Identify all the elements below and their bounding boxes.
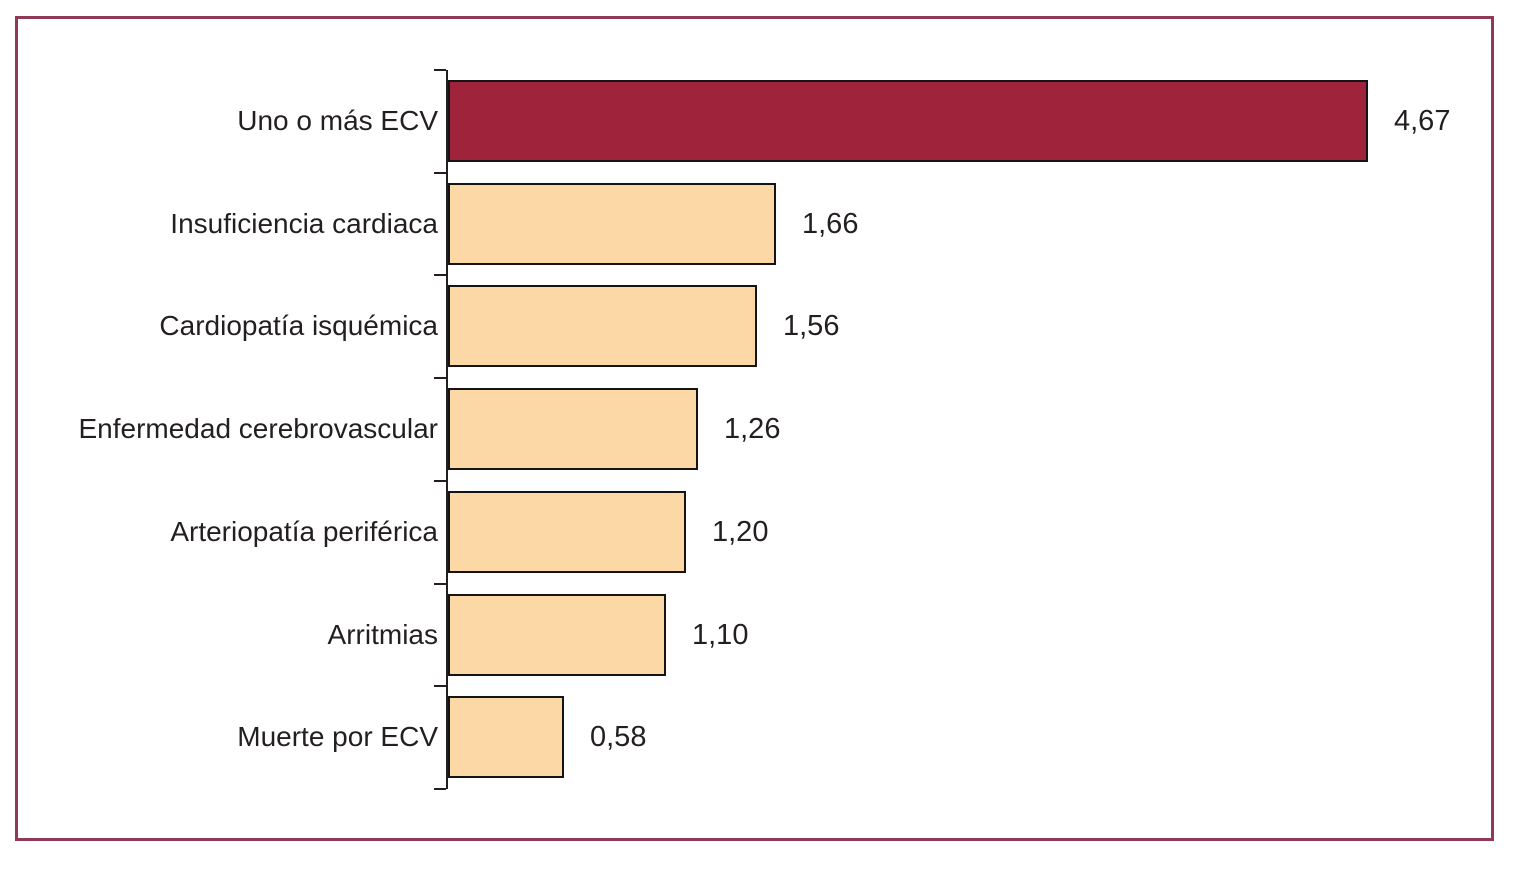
category-label: Insuficiencia cardiaca xyxy=(170,208,438,239)
value-label: 1,56 xyxy=(783,309,840,342)
bar xyxy=(448,80,1368,162)
bar xyxy=(448,491,686,573)
value-label: 1,66 xyxy=(802,207,859,240)
y-axis-line xyxy=(446,70,448,789)
y-axis-tick xyxy=(434,480,446,482)
bar xyxy=(448,285,757,367)
y-axis-tick xyxy=(434,274,446,276)
category-label: Enfermedad cerebrovascular xyxy=(78,413,438,444)
category-label: Cardiopatía isquémica xyxy=(159,310,438,341)
y-axis-tick xyxy=(434,583,446,585)
value-label: 0,58 xyxy=(590,720,647,753)
bar xyxy=(448,183,776,265)
y-axis-tick xyxy=(434,69,446,71)
value-label: 1,10 xyxy=(692,618,749,651)
value-label: 1,26 xyxy=(724,412,781,445)
bar xyxy=(448,696,564,778)
category-label: Muerte por ECV xyxy=(237,721,438,752)
value-label: 4,67 xyxy=(1394,104,1451,137)
bar xyxy=(448,388,698,470)
y-axis-tick xyxy=(434,377,446,379)
y-axis-tick xyxy=(434,172,446,174)
category-label: Arteriopatía periférica xyxy=(170,516,438,547)
y-axis-tick xyxy=(434,685,446,687)
category-label: Uno o más ECV xyxy=(237,105,438,136)
bar xyxy=(448,594,666,676)
value-label: 1,20 xyxy=(712,515,769,548)
y-axis-tick xyxy=(434,788,446,790)
category-label: Arritmias xyxy=(327,619,438,650)
